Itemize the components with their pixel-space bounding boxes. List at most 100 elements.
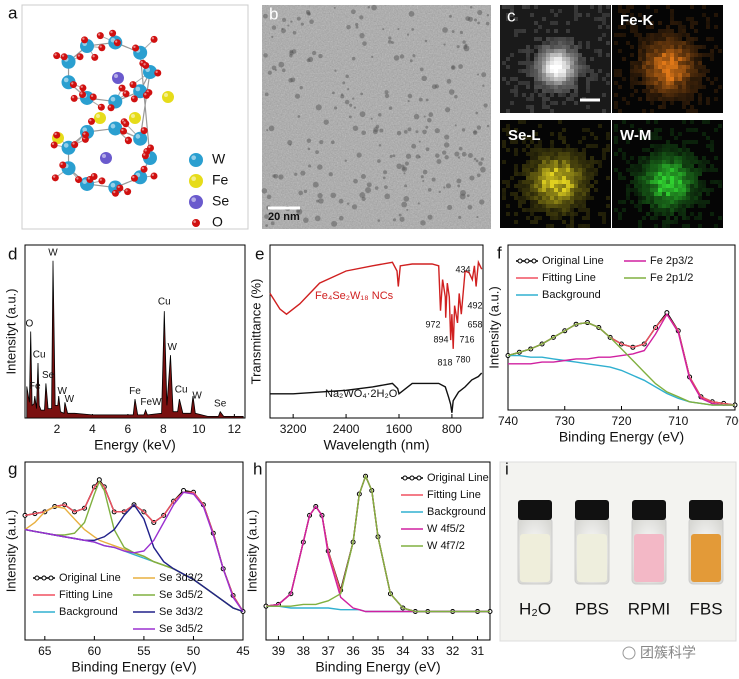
map-pixel	[554, 180, 558, 184]
map-pixel	[690, 93, 694, 97]
atom-highlight	[114, 74, 118, 78]
map-pixel	[694, 192, 698, 196]
peak-annotation: W	[48, 248, 58, 259]
map-pixel	[670, 132, 674, 136]
map-pixel	[522, 208, 526, 212]
map-pixel	[698, 192, 702, 196]
map-pixel	[578, 73, 582, 77]
x-tick-label: 38	[297, 644, 311, 658]
map-pixel	[690, 156, 694, 160]
map-pixel	[578, 224, 582, 228]
map-pixel	[502, 140, 506, 144]
map-pixel	[522, 168, 526, 172]
map-pixel	[666, 184, 670, 188]
map-pixel	[706, 200, 710, 204]
map-pixel	[578, 200, 582, 204]
map-pixel	[670, 212, 674, 216]
map-pixel	[546, 69, 550, 73]
particle	[398, 213, 402, 217]
map-pixel	[650, 101, 654, 105]
map-pixel	[678, 93, 682, 97]
particle	[475, 159, 479, 163]
atom-highlight	[92, 55, 95, 58]
map-pixel	[606, 5, 610, 9]
x-tick-label: 31	[471, 644, 485, 658]
particle	[300, 22, 304, 26]
map-pixel	[658, 61, 662, 65]
y-axis-label: Intensity (a.u.)	[486, 286, 501, 368]
atom	[130, 95, 138, 103]
map-pixel	[582, 57, 586, 61]
particle	[384, 93, 390, 99]
map-pixel	[634, 180, 638, 184]
atom	[51, 174, 59, 182]
map-pixel	[690, 53, 694, 57]
map-pixel	[578, 53, 582, 57]
map-pixel	[542, 77, 546, 81]
map-pixel	[598, 124, 602, 128]
atom-highlight	[52, 175, 56, 178]
map-pixel	[538, 57, 542, 61]
atom-highlight	[140, 60, 143, 64]
map-pixel	[594, 77, 598, 81]
map-pixel	[566, 144, 570, 148]
map-pixel	[626, 41, 630, 45]
map-pixel	[650, 53, 654, 57]
map-pixel	[614, 128, 618, 132]
map-pixel	[626, 168, 630, 172]
map-pixel	[634, 29, 638, 33]
map-pixel	[526, 69, 530, 73]
map-pixel	[674, 65, 678, 69]
map-pixel	[574, 65, 578, 69]
map-pixel	[694, 45, 698, 49]
particle	[418, 140, 421, 143]
map-pixel	[562, 85, 566, 89]
map-pixel	[554, 101, 558, 105]
map-pixel	[618, 5, 622, 9]
map-pixel	[542, 17, 546, 21]
map-pixel	[566, 196, 570, 200]
map-pixel	[586, 81, 590, 85]
particle	[261, 188, 268, 194]
map-pixel	[630, 172, 634, 176]
map-pixel	[538, 85, 542, 89]
map-pixel	[698, 224, 702, 228]
map-pixel	[578, 57, 582, 61]
map-pixel	[570, 212, 574, 216]
map-pixel	[662, 89, 666, 93]
particle	[359, 15, 364, 20]
map-pixel	[542, 49, 546, 53]
map-pixel	[674, 89, 678, 93]
map-pixel	[566, 188, 570, 192]
particle	[281, 27, 284, 30]
map-pixel	[650, 41, 654, 45]
map-pixel	[554, 49, 558, 53]
map-pixel	[646, 212, 650, 216]
map-pixel	[674, 73, 678, 77]
map-pixel	[550, 101, 554, 105]
map-pixel	[694, 85, 698, 89]
map-pixel	[670, 204, 674, 208]
legend-label: Original Line	[427, 472, 489, 484]
map-pixel	[574, 196, 578, 200]
particle	[263, 53, 268, 58]
map-pixel	[526, 73, 530, 77]
particle	[351, 204, 358, 210]
x-tick-label: 60	[88, 644, 102, 658]
map-pixel	[582, 204, 586, 208]
map-pixel	[658, 85, 662, 89]
map-pixel	[538, 200, 542, 204]
particle	[428, 112, 434, 118]
map-pixel	[638, 65, 642, 69]
map-pixel	[566, 164, 570, 168]
map-pixel	[530, 73, 534, 77]
particle	[405, 153, 412, 159]
map-pixel	[718, 180, 722, 184]
map-pixel	[602, 148, 606, 152]
map-pixel	[502, 128, 506, 132]
map-pixel	[630, 73, 634, 77]
map-pixel	[686, 204, 690, 208]
map-pixel	[534, 37, 538, 41]
map-pixel	[674, 49, 678, 53]
map-pixel	[718, 49, 722, 53]
